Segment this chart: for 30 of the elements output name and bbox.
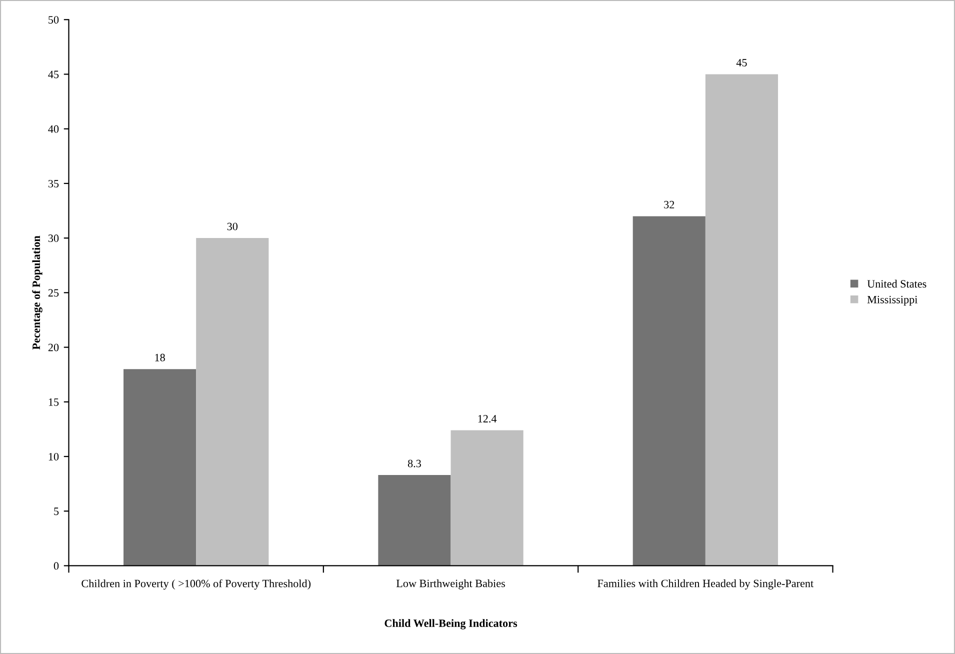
bar — [378, 475, 451, 566]
data-label: 8.3 — [408, 460, 421, 468]
data-label: 32 — [664, 200, 674, 208]
bar — [632, 216, 706, 566]
x-tick-label: Children in Poverty ( >100% of Poverty Threshold) — [82, 579, 311, 590]
y-tick-label: 0 — [54, 562, 59, 570]
y-tick-label: 30 — [48, 234, 59, 242]
y-tick-label: 25 — [48, 289, 59, 297]
x-tick-label: Families with Children Headed by Single-Parent — [598, 579, 814, 590]
y-tick-label: 20 — [48, 344, 59, 352]
y-tick-label: 40 — [48, 125, 59, 133]
data-label: 30 — [227, 222, 238, 230]
y-tick-label: 10 — [48, 452, 59, 460]
x-tick-label: Low Birthweight Babies — [396, 579, 505, 590]
data-label: 12.4 — [478, 415, 497, 423]
data-label: 18 — [155, 354, 165, 362]
legend-label: Mississippi — [867, 296, 918, 306]
bar — [124, 369, 196, 566]
y-tick-label: 50 — [48, 16, 59, 24]
bar — [705, 74, 778, 566]
y-tick-label: 15 — [48, 398, 59, 406]
legend-label: United States — [867, 280, 926, 288]
bar — [450, 430, 524, 566]
bar — [196, 238, 269, 566]
data-label: 45 — [736, 58, 747, 66]
y-tick-label: 5 — [54, 508, 59, 516]
y-axis-title: Pecentage of Population — [32, 236, 42, 350]
y-tick-label: 35 — [48, 180, 59, 188]
x-axis-title: Child Well-Being Indicators — [384, 619, 518, 630]
y-tick-label: 45 — [48, 70, 59, 78]
